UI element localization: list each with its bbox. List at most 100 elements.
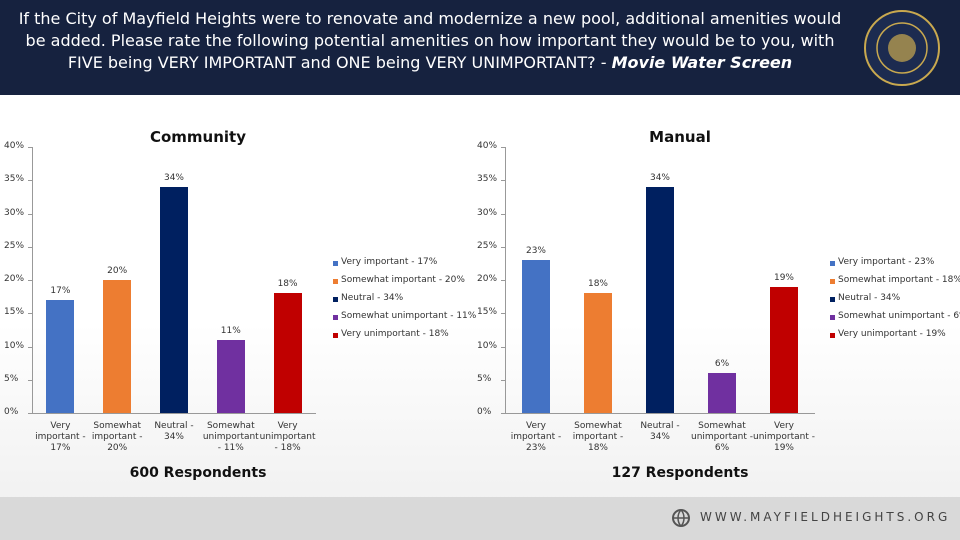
y-tick xyxy=(28,280,32,281)
bar xyxy=(522,260,550,413)
y-tick-label: 15% xyxy=(477,307,498,318)
legend-swatch xyxy=(333,297,338,302)
y-tick-label: 20% xyxy=(4,274,25,284)
footer: WWW.MAYFIELDHEIGHTS.ORG xyxy=(0,497,960,540)
x-axis xyxy=(32,413,316,414)
legend-label: Neutral - 34% xyxy=(838,293,901,303)
chart-title: Community xyxy=(149,128,247,146)
bar xyxy=(160,186,188,413)
chart-title: Manual xyxy=(649,128,711,146)
bar xyxy=(646,186,674,413)
city-seal xyxy=(864,10,940,86)
legend-label: Neutral - 34% xyxy=(341,293,404,303)
x-tick-label: Neutral - 34% xyxy=(640,421,680,442)
legend-swatch xyxy=(830,297,835,302)
y-tick-label: 0% xyxy=(477,407,492,417)
value-label: 6% xyxy=(714,359,730,370)
x-tick-label: Somewhat unimportant - 11% xyxy=(202,421,259,453)
value-label: 19% xyxy=(773,272,794,283)
note: 127 Respondents xyxy=(611,465,749,481)
bar xyxy=(273,293,302,413)
x-tick-label: Very important - 17% xyxy=(35,421,86,453)
y-tick xyxy=(28,313,32,315)
value-label: 18% xyxy=(587,279,608,290)
bar xyxy=(584,293,612,413)
legend-label: Very unimportant - 19% xyxy=(838,329,946,339)
y-tick xyxy=(28,246,32,248)
y-tick xyxy=(501,213,505,215)
legend-swatch xyxy=(830,261,835,266)
x-tick-label: Somewhat unimportant - 6% xyxy=(691,421,753,453)
y-tick-label: 10% xyxy=(477,340,498,351)
header: If the City of Mayfield Heights were to … xyxy=(0,0,960,95)
y-tick xyxy=(28,346,32,348)
y-tick xyxy=(501,346,505,348)
y-tick xyxy=(501,313,505,315)
legend-swatch xyxy=(333,333,338,338)
x-tick-label: Somewhat important - 18% xyxy=(572,421,624,453)
website: WWW.MAYFIELDHEIGHTS.ORG xyxy=(700,510,951,524)
note: 600 Respondents xyxy=(129,465,267,481)
y-tick xyxy=(501,180,505,182)
legend-label: Somewhat important - 20% xyxy=(341,275,465,285)
y-tick xyxy=(28,213,32,215)
y-axis xyxy=(32,147,33,413)
y-tick xyxy=(28,379,32,381)
value-label: 34% xyxy=(649,172,670,183)
y-tick-label: 35% xyxy=(4,174,25,185)
legend-swatch xyxy=(333,315,338,320)
y-tick-label: 25% xyxy=(4,240,25,251)
y-tick-label: 35% xyxy=(477,174,498,185)
value-label: 11% xyxy=(220,325,241,336)
y-tick xyxy=(501,147,505,148)
question-text: If the City of Mayfield Heights were to … xyxy=(18,9,842,72)
y-tick-label: 5% xyxy=(4,373,19,384)
legend-swatch xyxy=(830,279,835,284)
legend-swatch xyxy=(830,315,835,320)
legend-label: Very important - 17% xyxy=(341,257,438,267)
y-tick-label: 25% xyxy=(477,240,498,251)
y-tick xyxy=(501,413,505,414)
value-label: 18% xyxy=(277,279,298,290)
y-tick-label: 40% xyxy=(4,141,25,151)
x-tick-label: Somewhat important - 20% xyxy=(91,421,143,453)
legend-label: Very unimportant - 18% xyxy=(341,329,449,339)
y-tick-label: 10% xyxy=(4,340,25,351)
y-tick-label: 5% xyxy=(477,373,492,384)
bar xyxy=(216,339,245,413)
y-axis xyxy=(505,147,506,413)
bar xyxy=(103,280,132,413)
y-tick xyxy=(501,280,505,281)
y-tick xyxy=(501,246,505,248)
y-tick-label: 0% xyxy=(4,407,19,417)
x-tick-label: Neutral - 34% xyxy=(154,421,194,442)
x-tick-label: Very unimportant - 19% xyxy=(753,421,815,453)
x-tick-label: Very important - 23% xyxy=(510,421,562,453)
y-tick-label: 30% xyxy=(477,207,498,218)
y-tick-label: 15% xyxy=(4,307,25,318)
legend-swatch xyxy=(333,261,338,266)
y-tick-label: 40% xyxy=(477,141,498,151)
legend-label: Very important - 23% xyxy=(838,257,935,267)
legend-label: Somewhat unimportant - 11% xyxy=(341,311,477,321)
x-tick-label: Very unimportant - 18% xyxy=(259,421,316,453)
value-label: 23% xyxy=(525,246,546,257)
question: If the City of Mayfield Heights were to … xyxy=(10,8,850,74)
y-tick-label: 30% xyxy=(4,207,25,218)
legend-label: Somewhat unimportant - 6% xyxy=(838,311,960,321)
globe-icon xyxy=(672,509,690,527)
x-axis xyxy=(505,413,815,414)
value-label: 17% xyxy=(50,285,71,296)
legend-swatch xyxy=(830,333,835,338)
value-label: 20% xyxy=(107,266,128,276)
y-tick xyxy=(501,379,505,381)
legend-label: Somewhat important - 18% xyxy=(838,275,960,285)
y-tick xyxy=(28,180,32,182)
y-tick-label: 20% xyxy=(477,274,498,284)
bar xyxy=(708,373,736,413)
value-label: 34% xyxy=(163,172,184,183)
legend-swatch xyxy=(333,279,338,284)
y-tick xyxy=(28,147,32,148)
topic: Movie Water Screen xyxy=(611,53,793,72)
